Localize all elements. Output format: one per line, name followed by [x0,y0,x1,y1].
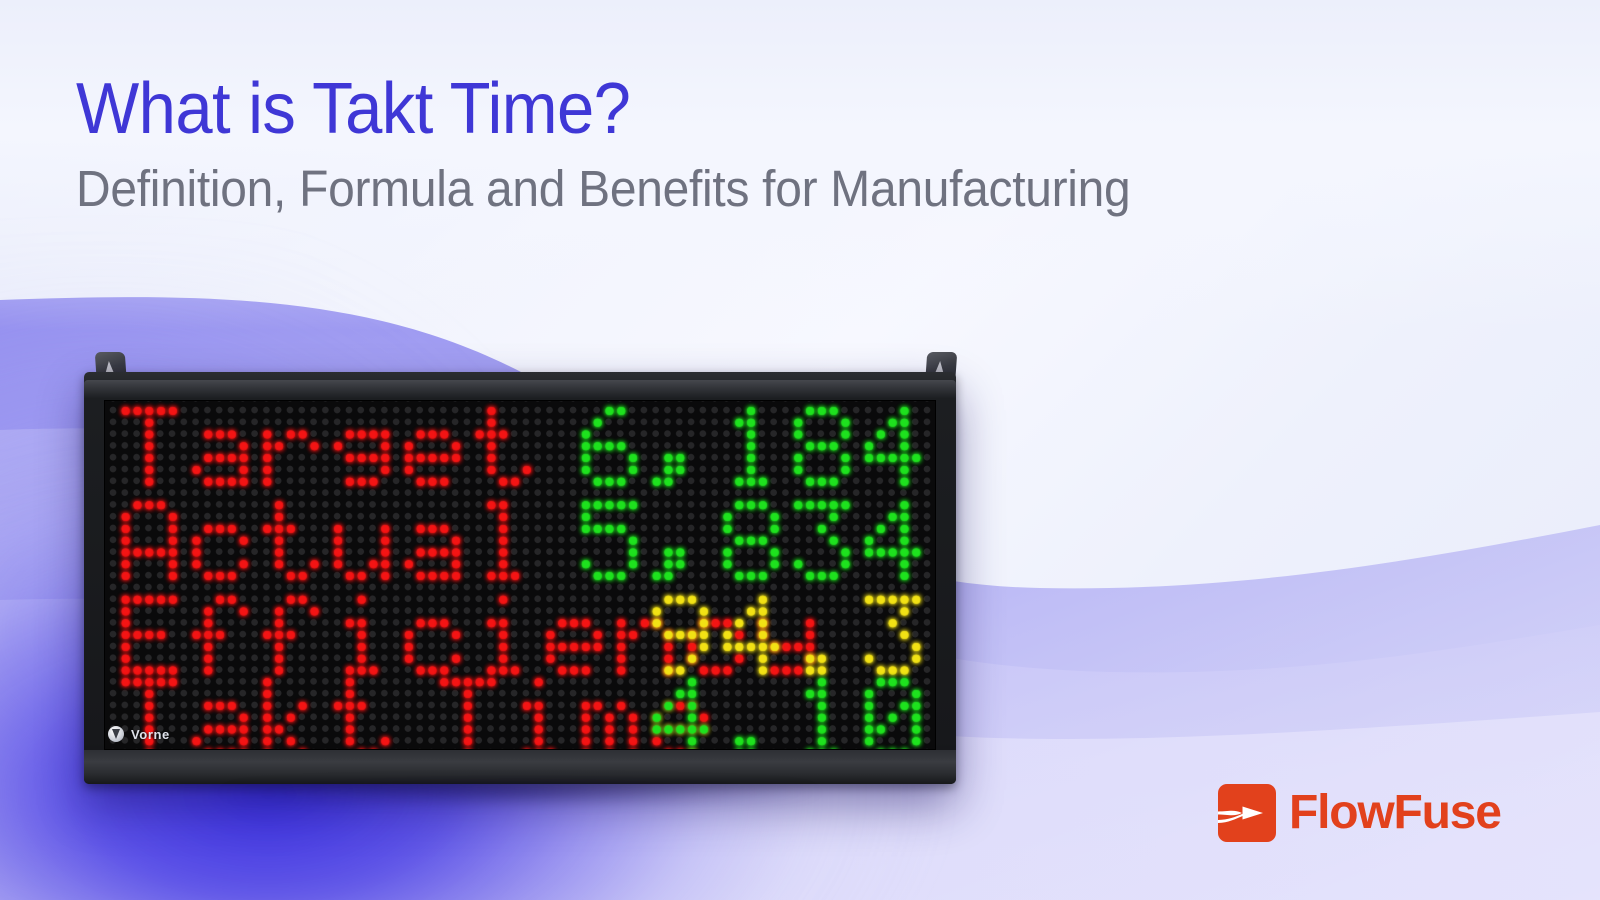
manufacturer-brand: Vorne [108,726,170,742]
led-sign-body: Vorne [84,372,956,784]
led-sign: Vorne [84,352,974,808]
manufacturer-name: Vorne [131,726,170,742]
flowfuse-wordmark: FlowFuse [1289,786,1502,839]
led-sign-top-bezel [84,380,956,398]
flowfuse-merge-icon [1218,784,1276,842]
led-sign-shadow [110,782,930,808]
header: What is Takt Time? Definition, Formula a… [76,72,1496,216]
led-screen [104,400,936,750]
page-title: What is Takt Time? [76,69,631,149]
page-subtitle: Definition, Formula and Benefits for Man… [76,159,1131,217]
flowfuse-logo: FlowFuse [1218,784,1502,842]
led-matrix-text [105,401,935,749]
led-sign-bottom-bezel [84,750,956,784]
vorne-shield-icon [108,726,124,742]
